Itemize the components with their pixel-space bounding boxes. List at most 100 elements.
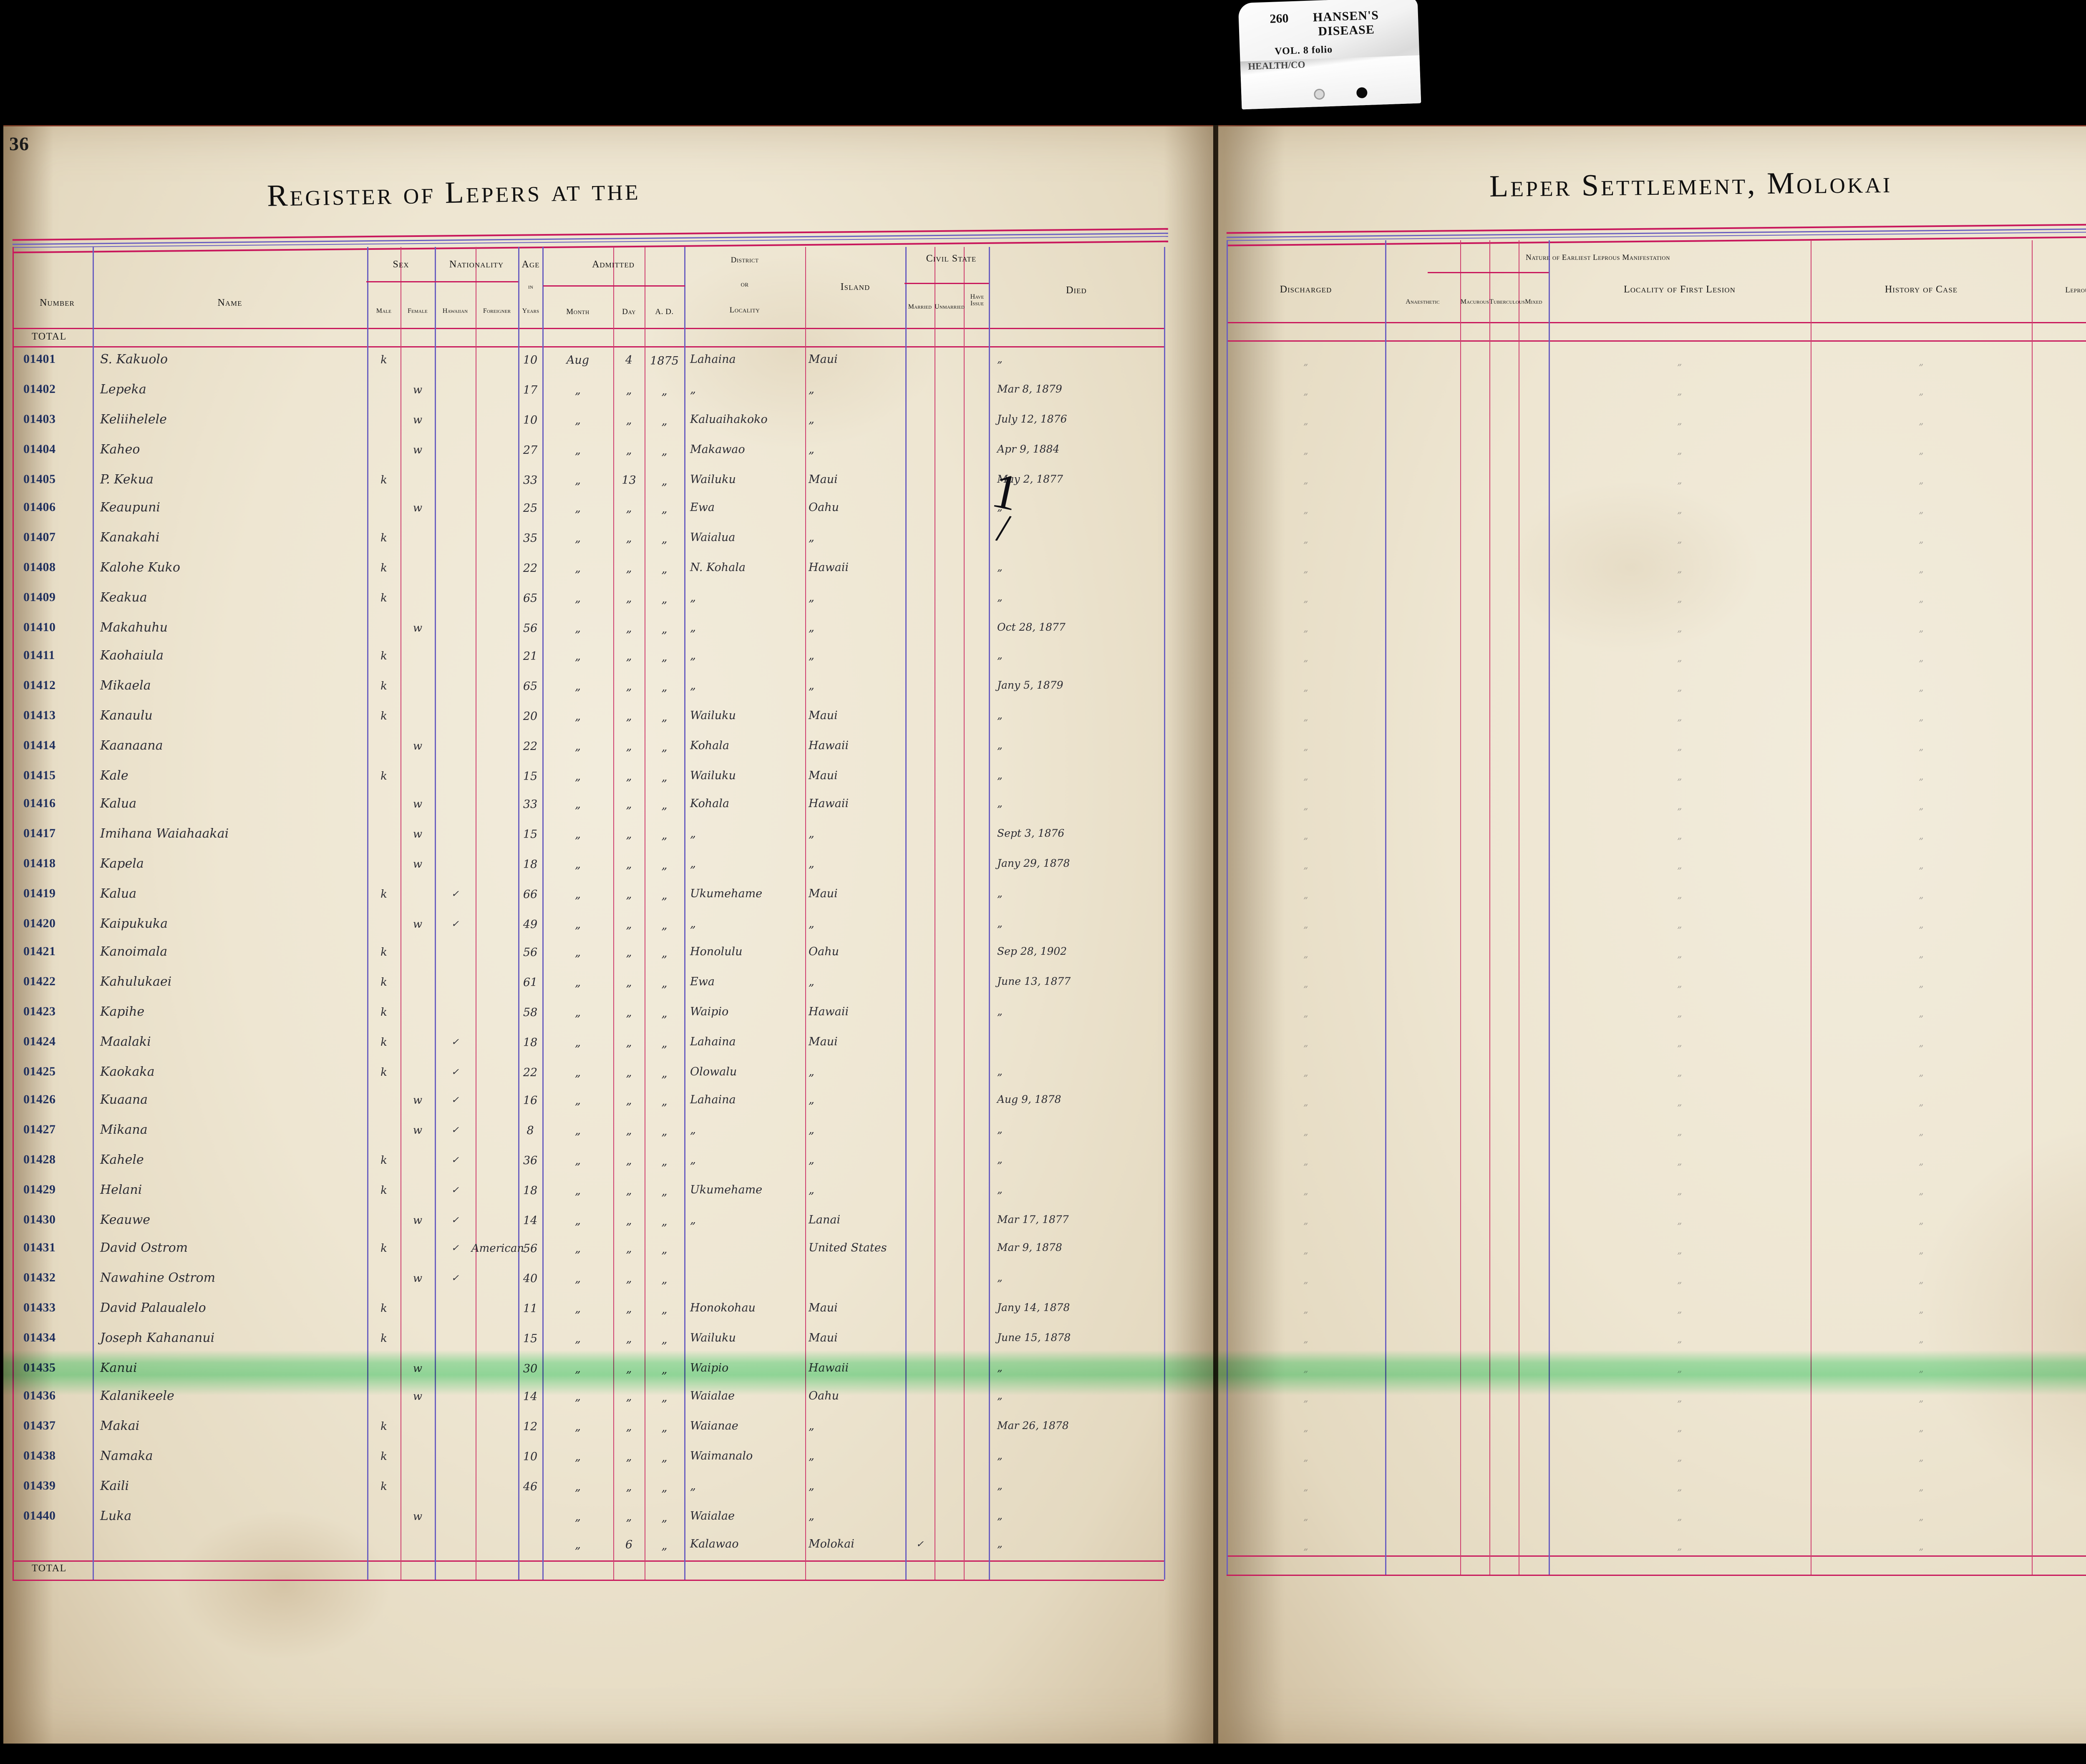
row-ditto-mark: „ <box>1303 772 1308 782</box>
row-island: Molokai <box>809 1537 854 1550</box>
row-ditto-mark: „ <box>1677 387 1682 397</box>
row-name: Luka <box>100 1509 132 1524</box>
row-ditto-mark: „ <box>1677 1542 1682 1552</box>
row-adm-month: „ <box>575 1450 581 1463</box>
row-name: Keaupuni <box>100 500 161 515</box>
row-adm-ad: „ <box>661 1007 668 1020</box>
row-number: 01416 <box>23 796 56 810</box>
row-island: „ <box>809 857 814 870</box>
row-ditto-mark: „ <box>1919 801 1924 812</box>
header-sex-male: Male <box>376 307 392 315</box>
row-age: 22 <box>523 1066 538 1080</box>
row-nat-hawaiian: ✓ <box>451 1215 459 1226</box>
row-name: Keliihelele <box>100 412 167 427</box>
row-adm-ad: „ <box>661 1243 668 1256</box>
rule-horizontal <box>1227 1555 2086 1557</box>
row-ditto-mark: „ <box>1303 505 1308 516</box>
row-adm-day: „ <box>626 770 632 783</box>
row-locality: Honolulu <box>690 945 743 958</box>
row-locality: Wailuku <box>690 473 736 486</box>
row-adm-ad: „ <box>661 593 668 606</box>
row-number: 01404 <box>23 442 56 456</box>
row-sex-female: w <box>413 1272 423 1285</box>
row-name: Kalanikeele <box>100 1388 174 1403</box>
row-adm-month: „ <box>575 976 581 989</box>
rule-horizontal <box>543 285 685 287</box>
page-title-left: Register of Lepers at the <box>267 172 641 213</box>
row-ditto-mark: „ <box>1303 1305 1308 1315</box>
rule-horizontal <box>1428 272 1549 273</box>
row-died: Mar 9, 1878 <box>997 1241 1062 1253</box>
row-adm-ad: „ <box>661 623 668 636</box>
row-ditto-mark: „ <box>1303 476 1308 486</box>
row-adm-month: „ <box>575 1124 581 1137</box>
row-name: Imihana Waiahaakai <box>100 826 229 841</box>
row-age: 15 <box>523 770 538 783</box>
row-island: „ <box>809 443 814 456</box>
row-adm-day: „ <box>626 740 632 753</box>
row-locality: Waialua <box>690 531 736 544</box>
row-name: S. Kakuolo <box>100 352 168 367</box>
row-ditto-mark: „ <box>1919 1482 1924 1493</box>
row-adm-ad: „ <box>661 1511 668 1525</box>
row-ditto-mark: „ <box>1919 1157 1924 1167</box>
row-adm-day: „ <box>626 562 632 575</box>
row-island: Hawaii <box>809 739 849 752</box>
row-locality: „ <box>690 382 696 396</box>
row-adm-day: „ <box>626 1302 632 1315</box>
rule-horizontal <box>904 283 989 284</box>
row-age: 65 <box>523 592 538 605</box>
row-adm-month: „ <box>575 444 581 457</box>
row-died: „ <box>997 1153 1003 1165</box>
row-nat-hawaiian: ✓ <box>451 1095 459 1105</box>
row-name: Joseph Kahananui <box>100 1331 215 1346</box>
row-age: 35 <box>523 531 538 545</box>
row-ditto-mark: „ <box>1303 1394 1308 1404</box>
row-island: Oahu <box>809 945 839 958</box>
row-adm-day: „ <box>626 918 632 931</box>
row-sex-male: k <box>380 976 387 989</box>
row-age: 66 <box>523 888 538 901</box>
row-number: 01425 <box>23 1064 56 1079</box>
row-ditto-mark: „ <box>1919 505 1924 516</box>
row-adm-ad: „ <box>661 1391 668 1404</box>
rule-vertical <box>964 247 965 1580</box>
row-age: 22 <box>523 740 538 753</box>
row-island: Oahu <box>809 501 839 514</box>
row-adm-month: „ <box>575 649 581 663</box>
row-sex-male: k <box>380 562 387 574</box>
row-adm-day: „ <box>626 1124 632 1137</box>
row-adm-month: „ <box>575 1332 581 1346</box>
row-ditto-mark: „ <box>1919 772 1924 782</box>
header-age-in: in <box>528 283 533 290</box>
row-ditto-mark: „ <box>1303 535 1308 545</box>
row-nat-hawaiian: ✓ <box>451 1125 459 1135</box>
row-died: „ <box>997 887 1003 900</box>
row-age: 65 <box>523 679 538 693</box>
row-sex-female: w <box>413 414 423 426</box>
row-ditto-mark: „ <box>1303 1334 1308 1345</box>
row-adm-day: „ <box>626 710 632 723</box>
row-island: „ <box>809 1480 814 1493</box>
header-district-or: or <box>741 280 749 289</box>
row-locality: Ewa <box>690 501 715 514</box>
row-adm-day: „ <box>626 531 632 545</box>
row-sex-male: k <box>380 1006 387 1019</box>
row-number: 01438 <box>23 1449 56 1462</box>
row-name: Kaheo <box>100 442 140 457</box>
rule-vertical <box>518 247 519 1580</box>
row-ditto-mark: „ <box>1677 1097 1682 1108</box>
header-age: Age <box>522 259 540 270</box>
row-adm-month: „ <box>575 946 581 959</box>
row-adm-day: 13 <box>622 474 636 487</box>
row-sex-female: w <box>413 501 423 514</box>
row-name: Kaokaka <box>100 1064 155 1080</box>
header-adm-month: Month <box>566 307 590 316</box>
row-adm-month: „ <box>575 858 581 871</box>
row-number: 01422 <box>23 974 56 988</box>
row-ditto-mark: „ <box>1677 1246 1682 1256</box>
row-ditto-mark: „ <box>1677 564 1682 575</box>
row-ditto-mark: „ <box>1919 1009 1924 1019</box>
row-adm-ad: 1875 <box>650 354 679 367</box>
row-adm-month: „ <box>575 1480 581 1494</box>
